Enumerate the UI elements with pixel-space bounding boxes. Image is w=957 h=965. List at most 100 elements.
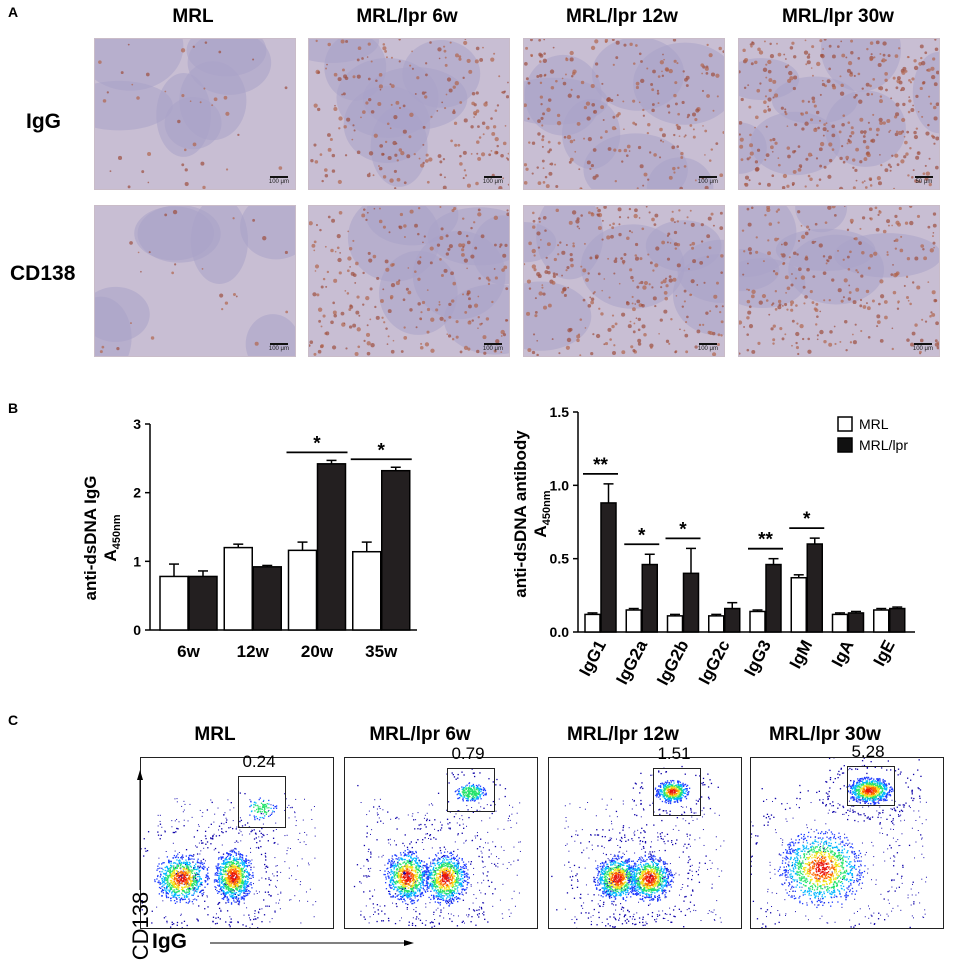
flow-density-scatter — [551, 765, 725, 928]
bar-mrl-lpr-igg2b — [682, 572, 700, 633]
micrograph-tile: 100 μm — [738, 205, 940, 357]
bar-mrl-lpr-6w — [188, 575, 218, 631]
micrograph-image — [739, 206, 939, 356]
x-tick-label: IgG2b — [653, 637, 692, 688]
scale-bar-label: 100 μm — [268, 179, 289, 185]
plasma-cell-gate — [653, 768, 701, 816]
bar-mrl-igm — [790, 576, 807, 633]
legend-swatch-mrl — [837, 416, 853, 432]
scale-bar-label: 100 μm — [482, 346, 503, 352]
bar-mrl-igg2a — [625, 609, 642, 633]
scale-bar: 100 μm — [698, 343, 718, 352]
scale-bar-line — [483, 176, 502, 178]
panel-label-b: B — [8, 400, 19, 416]
bar-mrl-ige — [873, 609, 890, 633]
x-tick-label: 35w — [365, 642, 398, 661]
significance-marker: * — [803, 509, 811, 530]
legend-label-mrl: MRL — [859, 416, 889, 432]
bar-mrl-lpr-igg3 — [765, 563, 782, 633]
histology-column-title-6w: MRL/lpr 6w — [356, 6, 458, 27]
micrograph-image — [95, 206, 295, 356]
micrograph-image — [739, 39, 939, 189]
scale-bar-label: 100 μm — [482, 179, 503, 185]
chart2-legend: MRL MRL/lpr — [837, 416, 908, 453]
flow-title-30w: MRL/lpr 30w — [769, 724, 881, 745]
bar-mrl-12w — [223, 546, 253, 631]
y-tick-label: 3 — [133, 416, 141, 432]
bar-mrl-lpr-20w — [316, 463, 347, 631]
chart1-y-axis-unit: A450nm — [101, 514, 123, 561]
flow-title-mrl: MRL — [194, 724, 236, 745]
scale-bar-line — [269, 176, 288, 178]
micrograph-image — [309, 206, 509, 356]
flow-x-axis-arrowhead-icon — [404, 940, 414, 946]
scale-bar-line — [915, 176, 933, 178]
flow-title-12w: MRL/lpr 12w — [567, 724, 679, 745]
bar-mrl-iga — [831, 613, 849, 633]
y-tick-label: 1 — [133, 553, 141, 569]
bar-mrl-lpr-ige — [889, 607, 906, 633]
micrograph-image — [524, 39, 724, 189]
panel-label-a: A — [8, 4, 19, 20]
flow-x-axis — [210, 940, 414, 946]
anti-dsdna-igg-time-chart: 0 1 2 3 6w 12w 20w 35w * * anti-dsDNA IgG A450nm — [81, 416, 417, 661]
scale-bar-line — [269, 343, 288, 345]
flow-y-axis: CD138 — [128, 770, 153, 960]
bar-mrl-lpr-12w — [252, 566, 282, 631]
flow-plot — [750, 757, 944, 929]
micrograph-image — [95, 39, 295, 189]
micrograph-tile: 100 μm — [94, 205, 296, 357]
x-tick-label: IgA — [828, 637, 858, 670]
significance-marker: ** — [593, 455, 608, 476]
scale-bar: 50 μm — [915, 176, 933, 185]
scale-bar-label: 100 μm — [268, 346, 289, 352]
legend-label-mrl-lpr: MRL/lpr — [859, 437, 908, 453]
bar-mrl-lpr-igm — [806, 543, 823, 633]
bar-mrl-lpr-igg2a — [641, 563, 658, 633]
significance-marker: * — [679, 519, 687, 540]
bar-mrl-35w — [352, 550, 382, 631]
significance-marker: * — [313, 433, 321, 454]
micrograph-tile: 50 μm — [738, 38, 940, 190]
micrograph-image — [309, 39, 509, 189]
micrograph-tile: 100 μm — [523, 38, 725, 190]
x-tick-label: 12w — [237, 642, 270, 661]
plasma-cell-gate — [847, 766, 895, 806]
y-tick-label: 0 — [133, 622, 141, 638]
bar-mrl-6w — [159, 575, 189, 631]
bar-mrl-lpr-35w — [381, 469, 411, 631]
plasma-cell-gate — [447, 768, 495, 812]
micrograph-image — [524, 206, 724, 356]
x-tick-label: IgG2a — [612, 636, 651, 687]
gate-percentage: 0.24 — [242, 752, 276, 771]
histology-column-title-mrl: MRL — [172, 6, 214, 27]
significance-marker: * — [378, 440, 386, 461]
x-tick-label: 6w — [177, 642, 200, 661]
bar-mrl-igg2b — [666, 615, 684, 633]
x-tick-label: IgE — [870, 637, 899, 669]
x-tick-label: IgG3 — [741, 637, 776, 679]
micrograph-tile: 100 μm — [308, 38, 510, 190]
flow-title-6w: MRL/lpr 6w — [369, 724, 471, 745]
chart2-y-axis-unit: A450nm — [531, 490, 553, 537]
bar-mrl-igg3 — [749, 610, 766, 633]
scale-bar-line — [698, 343, 717, 345]
anti-dsdna-isotype-chart: 0.0 0.5 1.0 1.5 IgG1 IgG2a IgG2b IgG2c IgG3 IgM I… — [511, 404, 915, 688]
micrograph-tile: 100 μm — [308, 205, 510, 357]
significance-marker: ** — [758, 530, 773, 551]
scale-bar: 100 μm — [269, 343, 289, 352]
scale-bar-line — [913, 343, 932, 345]
y-tick-label: 1.0 — [550, 477, 570, 493]
chart2-y-axis-label: anti-dsDNA antibody — [511, 430, 530, 598]
histology-column-title-12w: MRL/lpr 12w — [566, 6, 678, 27]
scale-bar-label: 100 μm — [697, 346, 718, 352]
scale-bar: 100 μm — [483, 176, 503, 185]
legend-swatch-mrl-lpr — [837, 437, 853, 453]
flow-plot — [548, 757, 742, 929]
y-tick-label: 2 — [133, 485, 141, 501]
bar-mrl-igg1 — [584, 613, 601, 633]
flow-density-scatter — [141, 792, 317, 928]
gate-percentage: 1.51 — [657, 744, 691, 763]
bar-mrl-20w — [287, 549, 318, 631]
x-tick-label: IgM — [786, 637, 817, 672]
